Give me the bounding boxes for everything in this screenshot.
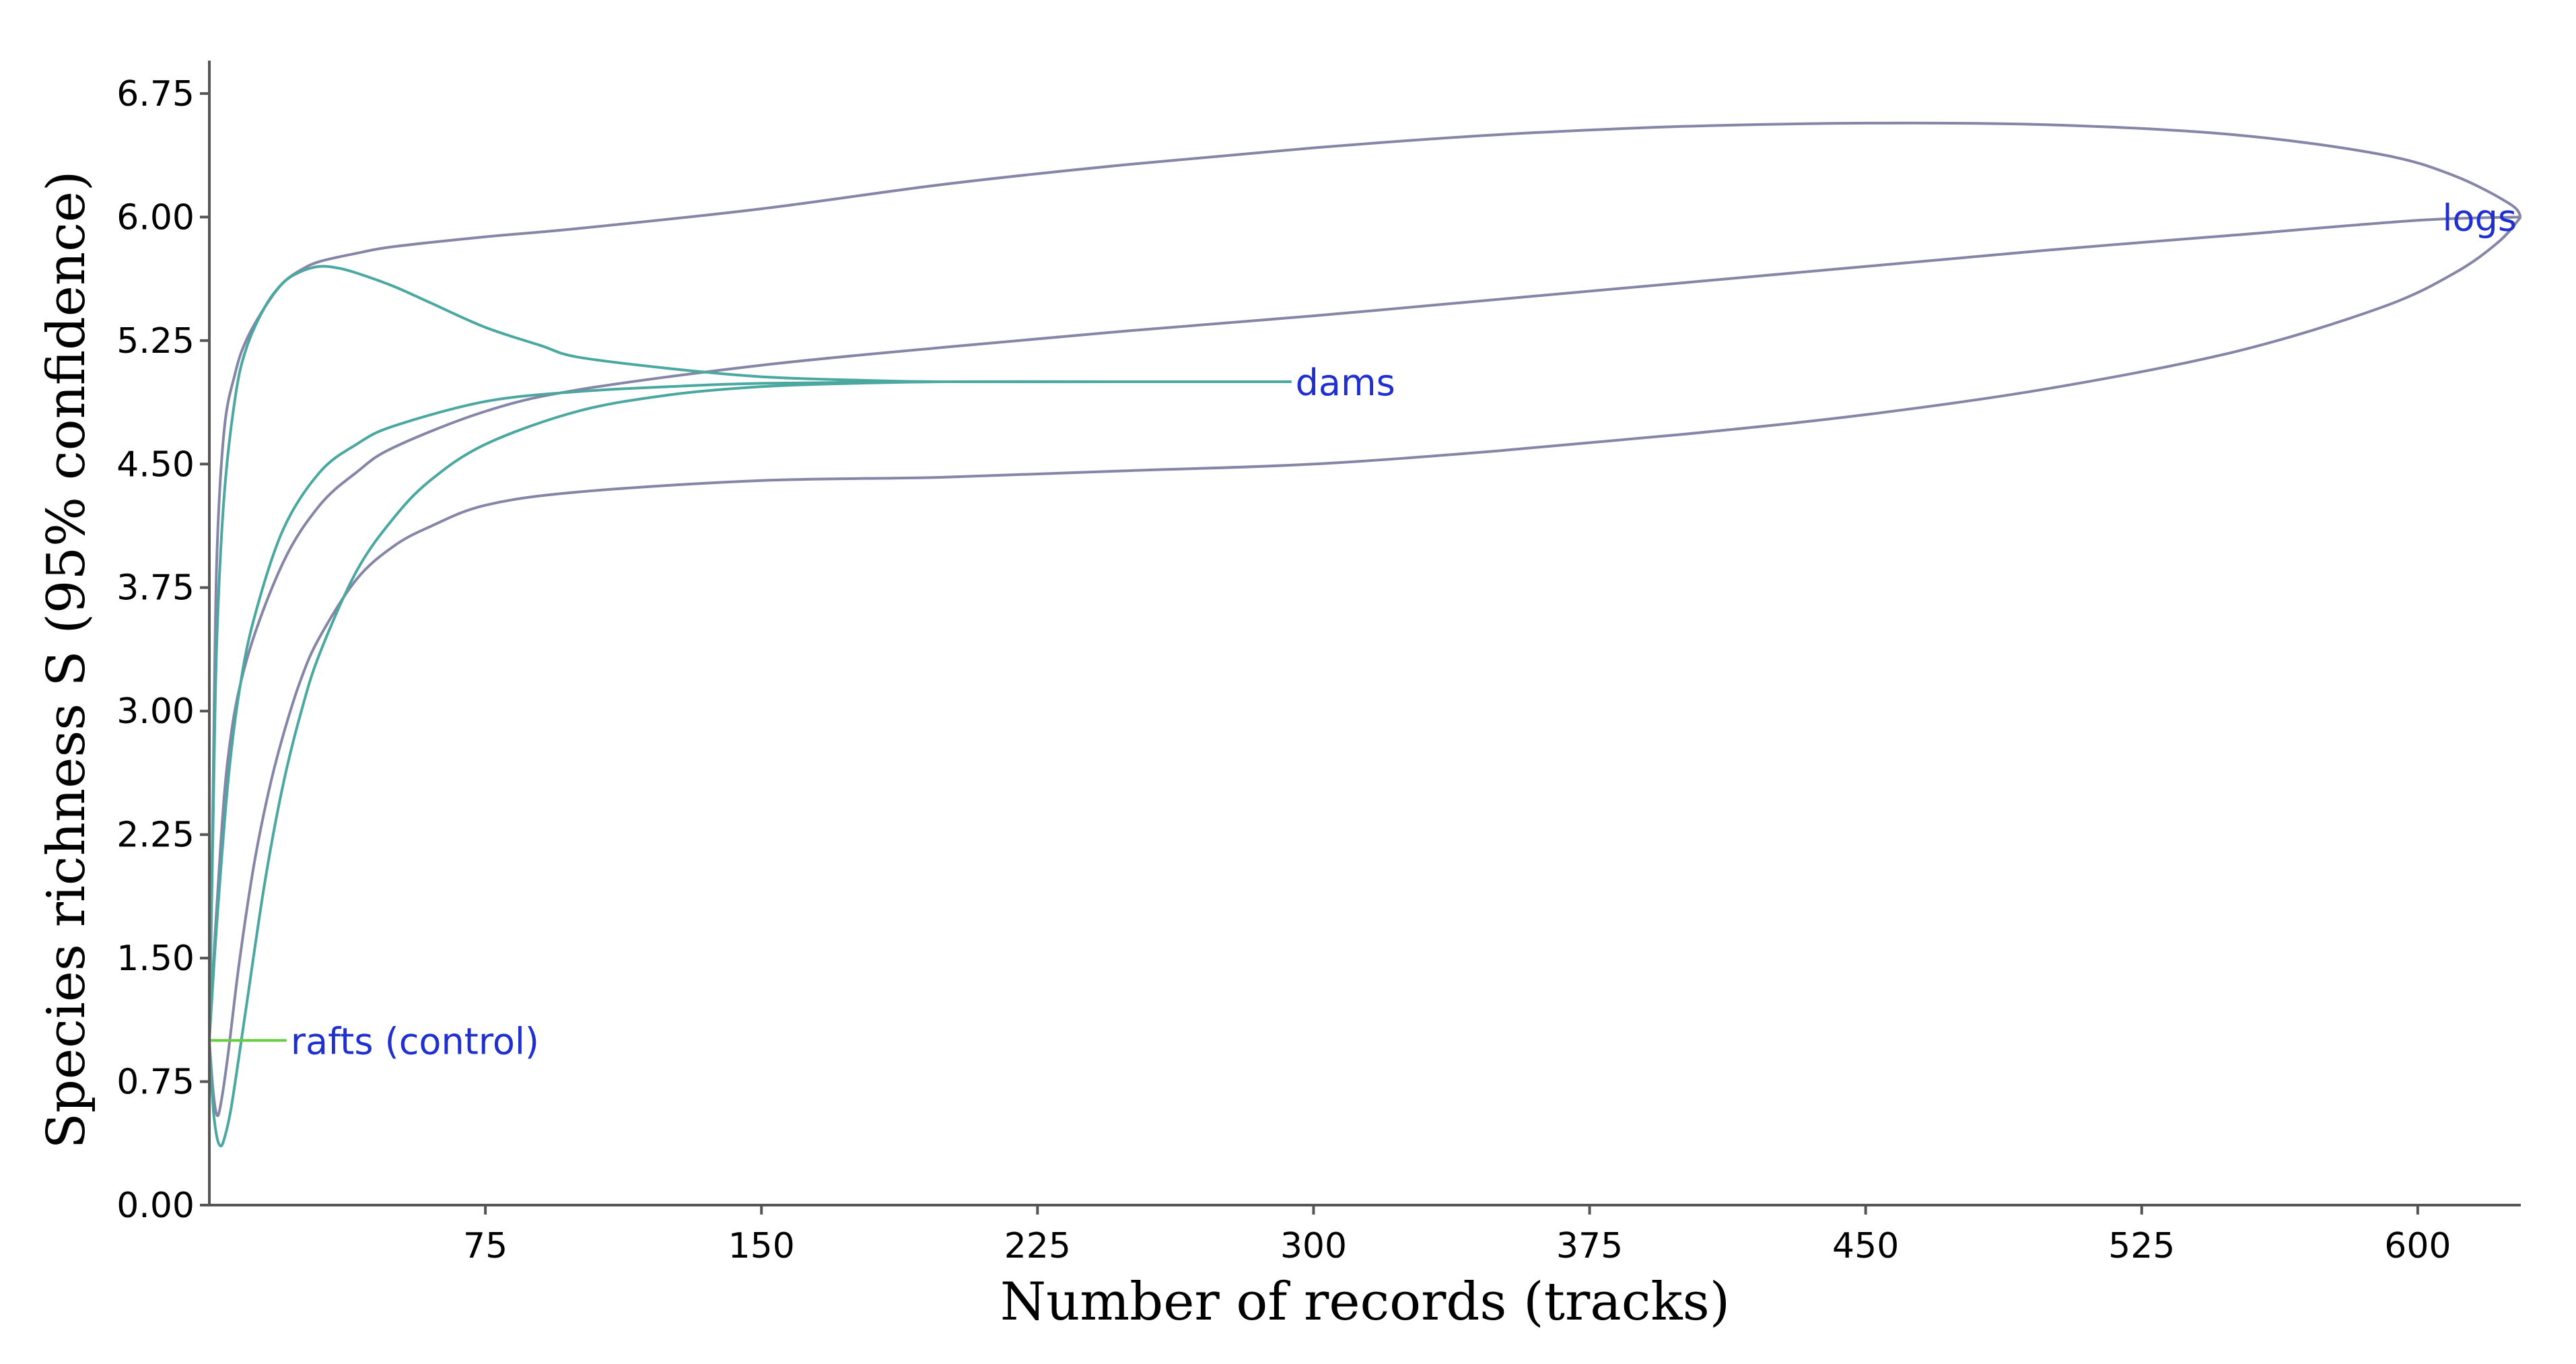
series-label-rafts-control: rafts (control): [291, 1020, 539, 1062]
series-label-dams: dams: [1296, 362, 1395, 404]
axes-layer: [208, 61, 2521, 1206]
x-tick-label: 225: [1004, 1226, 1071, 1266]
dams-upper-line: [208, 265, 1292, 1041]
logs-upper-line: [208, 121, 2522, 1041]
y-axis-title: Species richness S (95% confidence): [36, 171, 97, 1149]
series-labels-layer: logs dams rafts (control): [291, 197, 2517, 1062]
x-tick-label: 600: [2384, 1226, 2451, 1266]
x-tick-label: 450: [1832, 1226, 1899, 1266]
y-tick-label: 3.75: [116, 568, 195, 609]
x-tick-label: 525: [2108, 1226, 2175, 1266]
series-label-logs: logs: [2443, 197, 2517, 239]
y-tick-label: 3.00: [116, 691, 195, 732]
logs-lower-line: [208, 216, 2522, 1118]
x-axis-ticks: 75 150 225 300 375 450 525 600: [463, 1205, 2451, 1266]
y-tick-label: 6.75: [116, 74, 195, 114]
x-tick-label: 300: [1280, 1226, 1347, 1266]
y-tick-label: 0.00: [116, 1186, 195, 1226]
x-axis-title: Number of records (tracks): [1000, 1272, 1730, 1332]
y-tick-label: 2.25: [116, 815, 195, 856]
y-tick-label: 0.75: [116, 1062, 195, 1103]
y-tick-label: 6.00: [116, 197, 195, 238]
y-axis-ticks: 0.00 0.75 1.50 2.25 3.00 3.75 4.50 5.25 6.00 6.75: [116, 74, 209, 1226]
curves-layer: [208, 121, 2522, 1148]
logs-mean-line: [208, 215, 2521, 1041]
x-tick-label: 375: [1556, 1226, 1623, 1266]
y-tick-label: 5.25: [116, 321, 195, 362]
dams-mean-line: [208, 380, 1292, 1041]
x-tick-label: 75: [463, 1226, 508, 1266]
y-tick-label: 1.50: [116, 939, 195, 979]
x-tick-label: 150: [728, 1226, 795, 1266]
y-tick-label: 4.50: [116, 444, 195, 485]
